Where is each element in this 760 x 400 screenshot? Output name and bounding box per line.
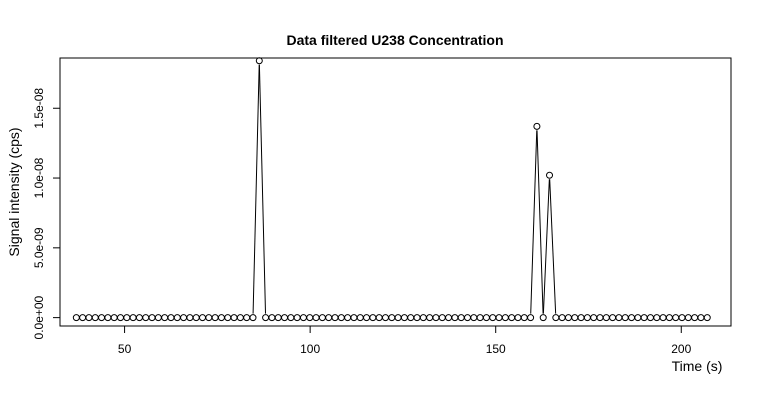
data-point — [249, 314, 257, 322]
data-point — [539, 314, 547, 322]
series-segment — [258, 64, 267, 314]
data-point — [546, 171, 554, 179]
series-segment — [549, 179, 557, 314]
y-tick-label: 5.0e-09 — [32, 227, 46, 268]
data-point — [703, 314, 711, 322]
x-tick-label: 50 — [118, 342, 132, 356]
series-segment — [536, 130, 544, 314]
series-segment — [252, 64, 260, 314]
series-segment — [530, 130, 538, 314]
data-point — [527, 314, 535, 322]
chart-title: Data filtered U238 Concentration — [286, 32, 503, 48]
x-axis-label: Time (s) — [672, 358, 723, 374]
x-tick-label: 150 — [486, 342, 506, 356]
x-axis: 50 100 150 200 — [118, 325, 692, 356]
series-line — [252, 64, 557, 314]
y-tick-label: 1.5e-08 — [32, 88, 46, 129]
y-axis: 0.0e+00 5.0e-09 1.0e-08 1.5e-08 — [32, 88, 61, 339]
y-tick-label: 0.0e+00 — [32, 295, 46, 339]
data-point — [533, 122, 541, 130]
data-point — [255, 57, 263, 65]
x-tick-label: 100 — [300, 342, 320, 356]
series-points — [72, 57, 711, 322]
y-axis-label: Signal intensity (cps) — [6, 127, 22, 256]
y-tick-label: 1.0e-08 — [32, 157, 46, 198]
x-tick-label: 200 — [671, 342, 691, 356]
series-segment — [542, 179, 550, 314]
